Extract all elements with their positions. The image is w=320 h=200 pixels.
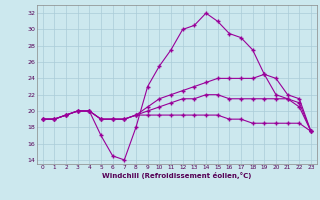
X-axis label: Windchill (Refroidissement éolien,°C): Windchill (Refroidissement éolien,°C) xyxy=(102,172,252,179)
